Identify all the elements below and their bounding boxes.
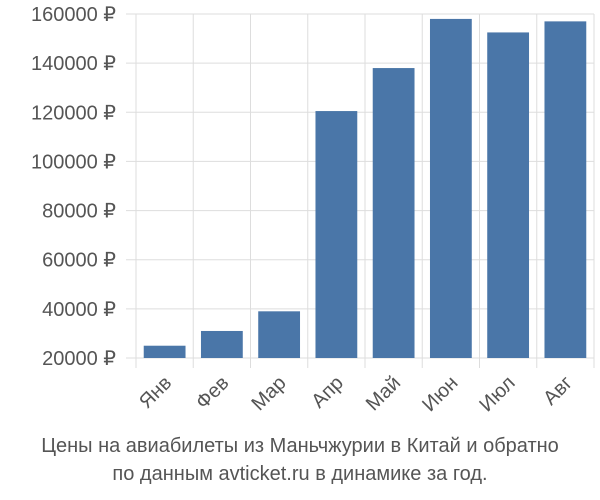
x-tick-label: Янв (135, 372, 176, 413)
bar (429, 18, 472, 359)
x-tick-label: Фев (192, 372, 234, 414)
y-axis-tick-labels: 20000 ₽ 40000 ₽ 60000 ₽ 80000 ₽ 100000 ₽ 1200… (31, 4, 116, 370)
bar (315, 111, 358, 358)
bars (143, 18, 587, 359)
x-tick-label: Апр (307, 372, 348, 413)
y-tick-label: 80000 ₽ (42, 201, 116, 223)
chart-caption-line-1: Цены на авиабилеты из Маньчжурии в Китай… (41, 435, 559, 457)
bar (258, 311, 301, 358)
x-tick-label: Май (362, 372, 405, 415)
bar (200, 330, 243, 358)
bar (143, 345, 186, 358)
chart-caption-line-2: по данным avticket.ru в динамике за год. (112, 463, 488, 485)
y-tick-label: 40000 ₽ (42, 299, 116, 321)
x-tick-label: Мар (247, 372, 290, 415)
y-tick-label: 100000 ₽ (31, 151, 116, 173)
x-tick-label: Авг (539, 372, 577, 410)
x-tick-label: Июл (475, 372, 519, 416)
bar (372, 68, 415, 359)
y-tick-label: 60000 ₽ (42, 250, 116, 272)
y-tick-label: 120000 ₽ (31, 102, 116, 124)
y-tick-label: 20000 ₽ (42, 348, 116, 370)
y-tick-label: 140000 ₽ (31, 53, 116, 75)
x-axis-tick-labels: Янв Фев Мар Апр Май Июн Июл Авг (135, 372, 577, 416)
y-tick-label: 160000 ₽ (31, 4, 116, 26)
price-bar-chart: 20000 ₽ 40000 ₽ 60000 ₽ 80000 ₽ 100000 ₽ 1200… (31, 4, 595, 416)
grid (126, 13, 595, 368)
x-tick-label: Июн (418, 372, 462, 416)
bar (487, 32, 530, 359)
bar (544, 21, 587, 358)
